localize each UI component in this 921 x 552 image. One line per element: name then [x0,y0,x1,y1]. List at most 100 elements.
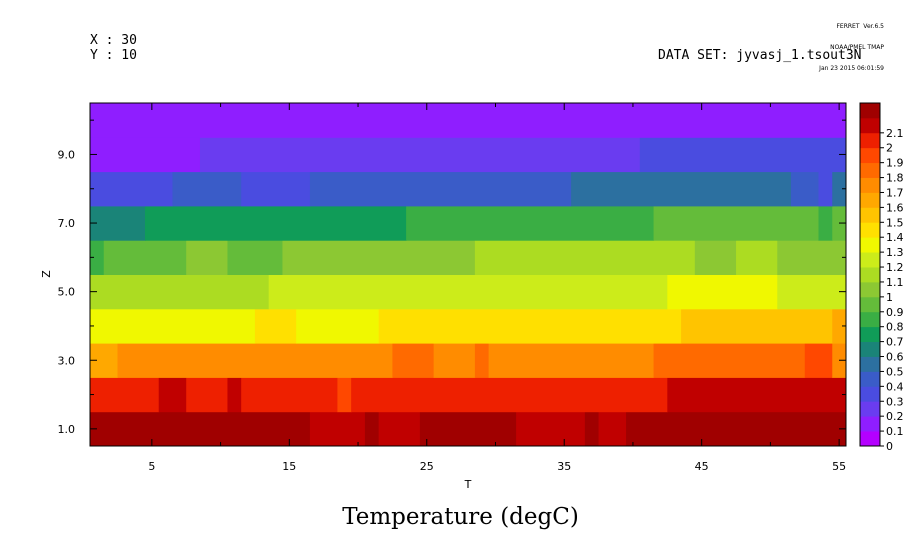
colorbar-frame [859,102,881,447]
colorbar-label: 0.6 [886,351,904,364]
x-tick-label: 45 [695,460,709,473]
colorbar-swatch [860,371,880,387]
colorbar-swatch [860,103,880,119]
heatmap-cell [584,411,600,447]
heatmap-cell [433,343,476,378]
heatmap-chart: 5 15 25 35 45 55 1.0 3.0 5.0 7.0 9.0 T Z 0 0.1 0.2 0.… [40,102,904,491]
colorbar-swatch [860,356,880,372]
heatmap-cell [364,411,380,447]
colorbar-swatch [860,386,880,402]
colorbar-swatch [860,177,880,193]
colorbar-label: 1.1 [886,276,904,289]
heatmap-cell [90,274,270,310]
colorbar-swatch [860,237,880,253]
colorbar-label: 0.1 [886,425,904,438]
heatmap-cell [736,240,778,275]
heatmap-cell [639,137,847,173]
ferret-version: FERRET Ver.6.5 [836,23,884,30]
x-tick-label: 55 [832,460,846,473]
heatmap-cell [832,171,847,207]
heatmap-cell [296,308,380,344]
ferret-stamp: FERRET Ver.6.5 NOAA/PMEL TMAP Jan 23 201… [819,9,884,79]
x-index-label: X : 30 [90,33,137,48]
heatmap-cell [818,171,833,207]
heatmap-cell [227,377,242,413]
heatmap-cell [90,308,256,344]
heatmap-cell [516,411,586,447]
heatmap-cell [653,205,820,241]
y-tick-label: 9.0 [58,148,76,161]
heatmap-cell [103,240,187,275]
colorbar-label: 1.3 [886,246,904,259]
colorbar-label: 0.8 [886,321,904,334]
colorbar-label: 1.2 [886,261,904,274]
heatmap-cell [681,308,833,344]
heatmap-cell [309,171,572,207]
colorbar-label: 1.4 [886,231,904,244]
colorbar-label: 2 [886,142,893,155]
heatmap-cell [419,411,517,447]
heatmap-cell [90,377,160,413]
heatmap-cell [777,274,847,310]
heatmap-cell [777,240,847,275]
dataset-label: DATA SET: jyvasj_1.tsout3N [658,48,862,63]
y-index-label: Y : 10 [90,48,137,63]
colorbar-swatch [860,132,880,149]
heatmap-cell [337,377,352,413]
colorbar-swatch [860,296,880,313]
colorbar: 0 0.1 0.2 0.3 0.4 0.50.6 0.7 0.8 0.9 1 1.1 1.2 1.3 1.… [859,102,904,453]
heatmap-cell [667,274,778,310]
heatmap-cell [818,205,833,241]
y-tick-label: 1.0 [58,423,76,436]
colorbar-label: 0 [886,440,893,453]
heatmap-cell [488,343,655,378]
heatmap-cell [392,343,435,378]
y-axis-label: Z [40,270,53,278]
x-tick-label: 15 [282,460,296,473]
x-tick-label: 35 [557,460,571,473]
y-tick-label: 5.0 [58,286,76,299]
heatmap-cell [309,411,366,447]
heatmap-cell [90,411,311,447]
colorbar-swatch [860,341,880,357]
heatmap-cell [158,377,187,413]
colorbar-swatch [860,147,880,164]
ferret-institution: NOAA/PMEL TMAP [830,44,884,51]
heatmap-cell [653,343,806,378]
colorbar-label: 0.2 [886,410,904,423]
heatmap-cell [309,137,641,173]
heatmap-cells [90,103,847,447]
colorbar-label: 1.7 [886,186,904,199]
heatmap-cell [90,137,201,173]
chart-title: Temperature (degC) [342,504,579,530]
colorbar-swatch [860,416,880,432]
colorbar-swatch [860,281,880,298]
colorbar-swatch [860,222,880,238]
heatmap-cell [378,411,421,447]
heatmap-cell [791,171,820,207]
heatmap-cell [474,343,490,378]
axes: 5 15 25 35 45 55 1.0 3.0 5.0 7.0 9.0 [58,103,846,473]
heatmap-cell [804,343,833,378]
heatmap-cell [90,103,847,138]
colorbar-label: 0.3 [886,395,904,408]
colorbar-label: 1.9 [886,157,904,170]
x-axis-label: T [464,478,472,491]
heatmap-cell [626,411,737,447]
heatmap-cell [571,171,792,207]
colorbar-swatch [860,311,880,328]
heatmap-cell [736,411,751,447]
heatmap-cell [474,240,696,275]
heatmap-cell [749,411,847,447]
heatmap-cell [199,137,311,173]
colorbar-swatch [860,431,880,447]
heatmap-cell [144,205,407,241]
heatmap-cell [667,377,847,413]
heatmap-cell [598,411,627,447]
heatmap-cell [832,308,847,344]
y-tick-label: 7.0 [58,217,76,230]
heatmap-cell [268,274,668,310]
colorbar-swatch [860,207,880,223]
heatmap-cell [227,240,283,275]
heatmap-cell [90,205,146,241]
